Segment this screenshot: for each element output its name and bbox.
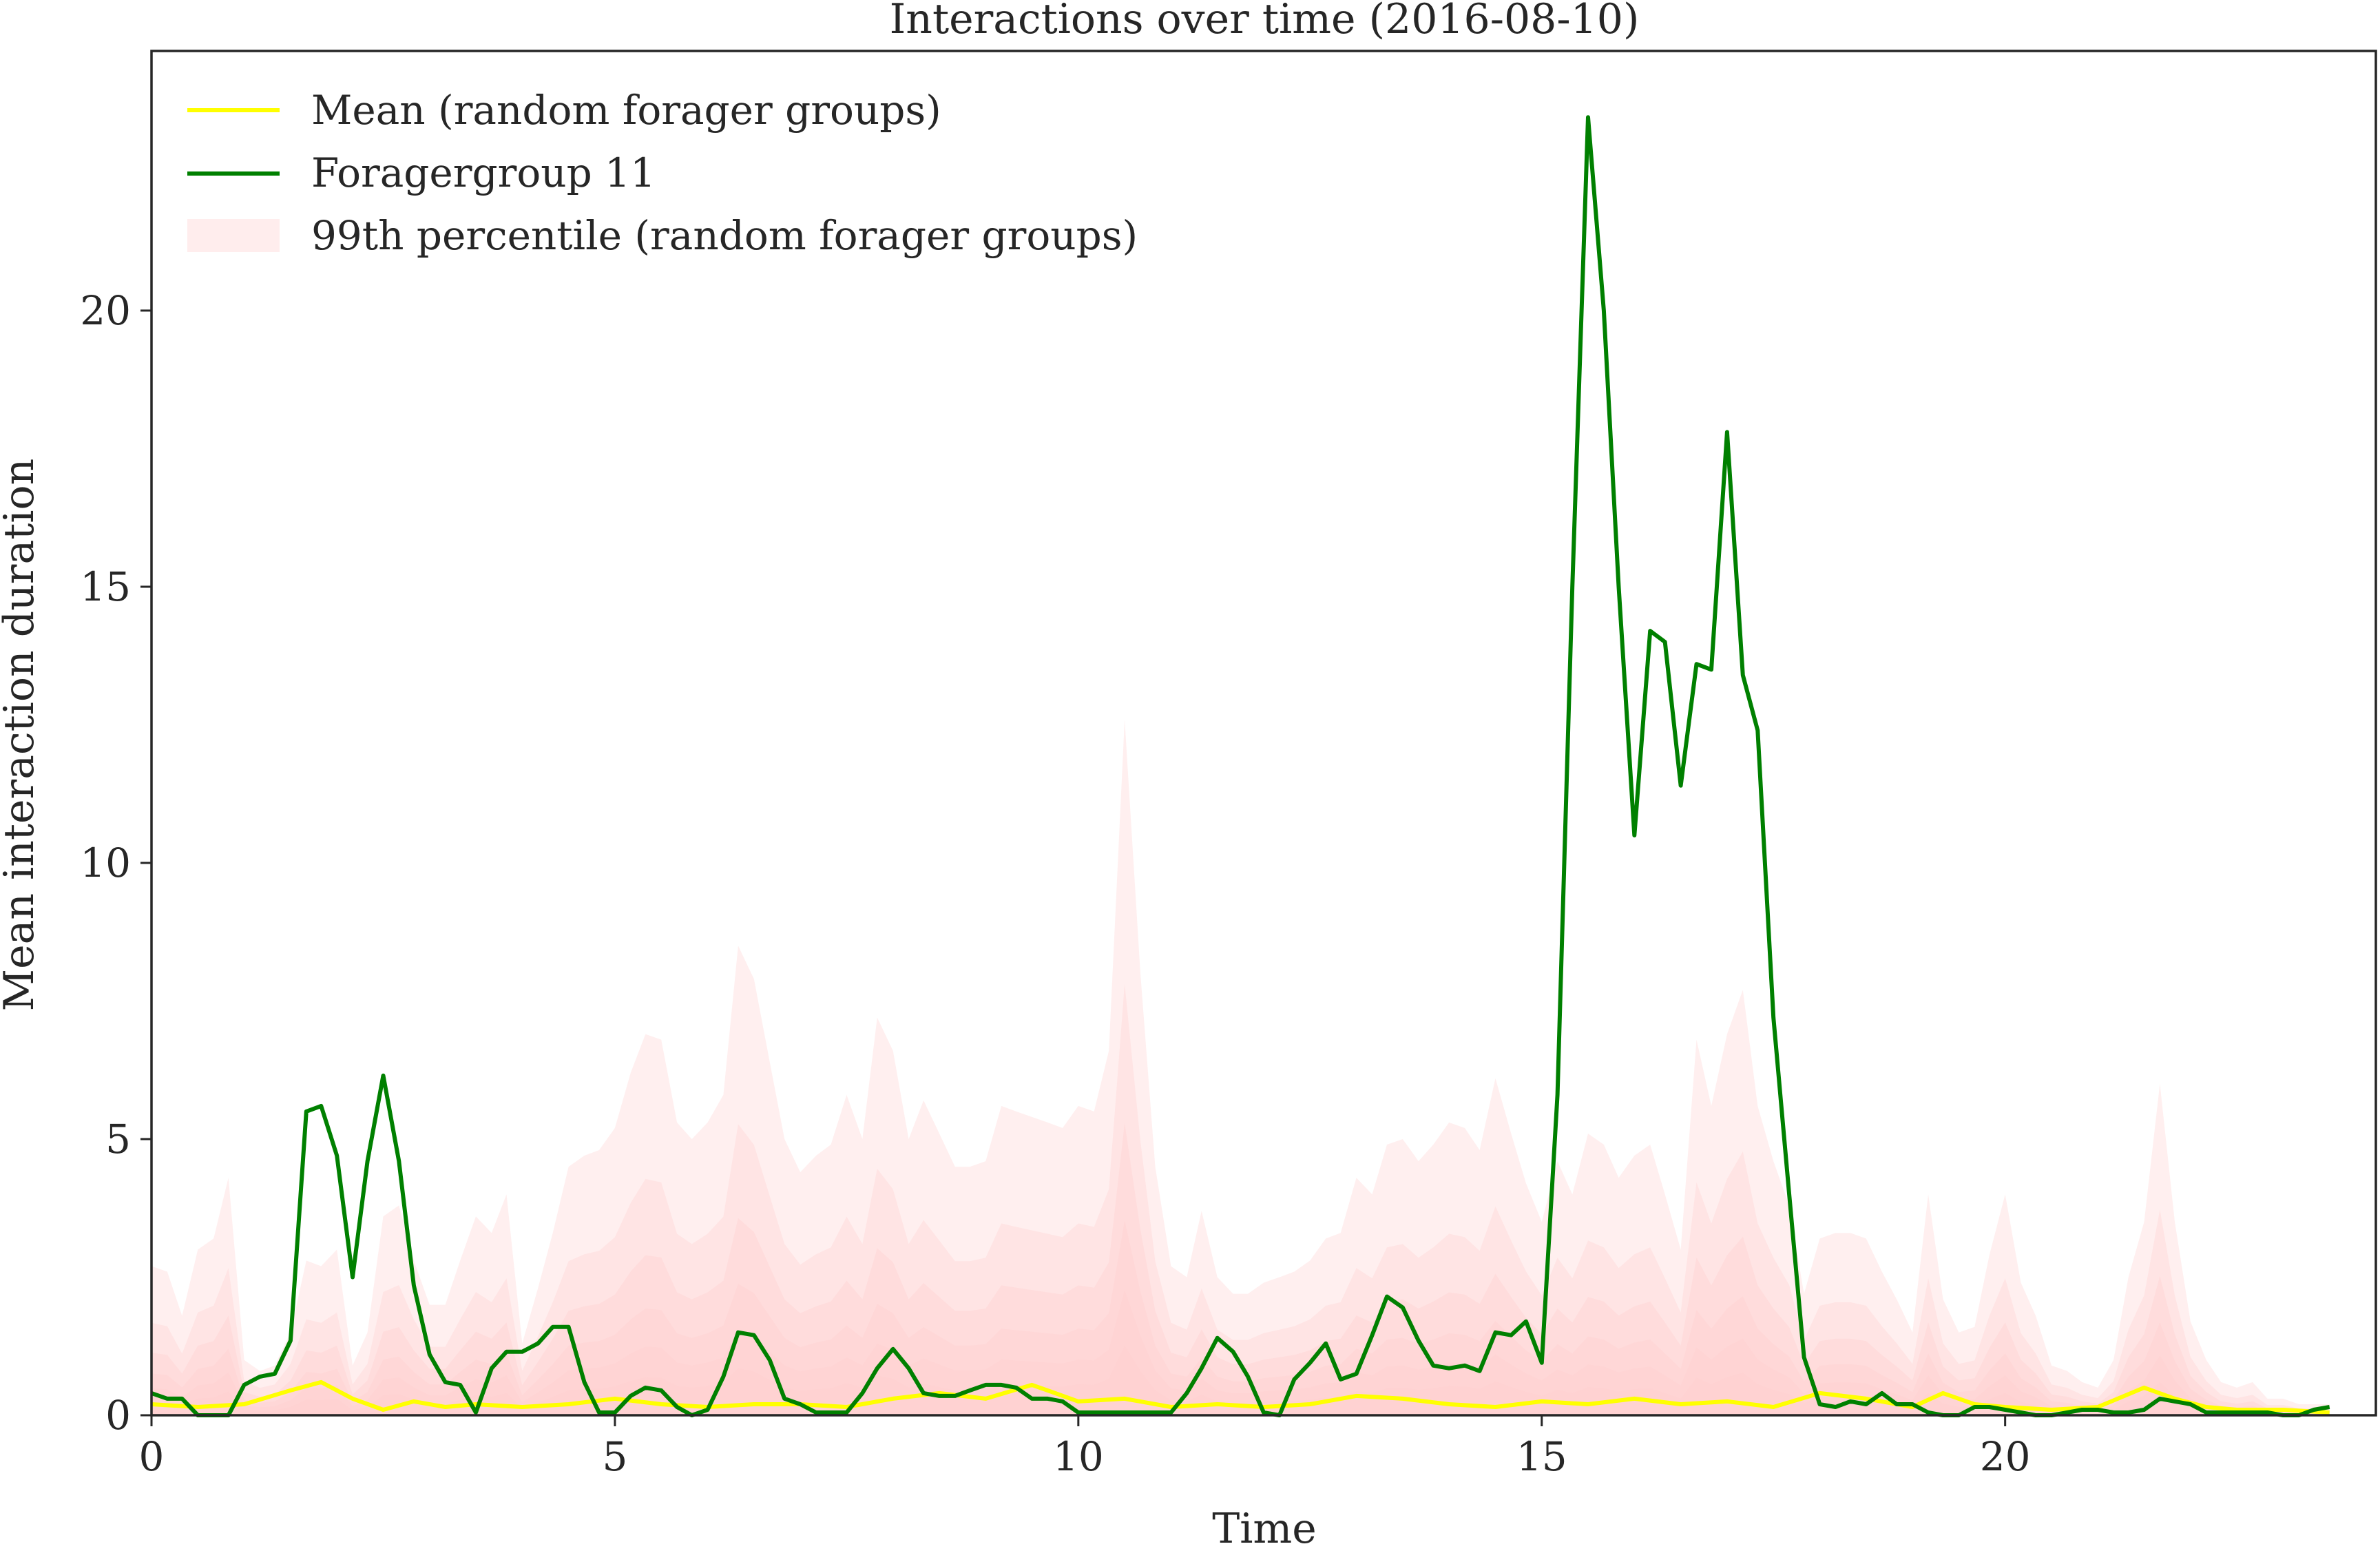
legend-swatch-percentile (187, 219, 280, 252)
x-tick-label-15: 15 (1516, 1433, 1567, 1480)
y-tick-label-5: 5 (105, 1116, 131, 1163)
x-tick-label-10: 10 (1053, 1433, 1104, 1480)
series-lines (151, 115, 2330, 1417)
x-axis-label: Time (1212, 1505, 1317, 1553)
percentile-band-layer-5 (152, 1345, 2330, 1415)
percentile-band-layer-1 (152, 983, 2330, 1415)
y-tick-label-20: 20 (80, 287, 131, 334)
percentile-bands (152, 719, 2330, 1415)
percentile-band-layer-4 (152, 1290, 2330, 1415)
y-axis-ticks: 0 5 10 15 20 (80, 287, 152, 1439)
x-tick-label-0: 0 (139, 1433, 165, 1480)
plot-frame (150, 50, 2377, 1417)
percentile-band-layer-2 (152, 1123, 2330, 1415)
y-axis-label: Mean interaction duration (0, 459, 43, 1012)
percentile-band-layer-3 (152, 1220, 2330, 1415)
x-axis-ticks: 0 5 10 15 20 (139, 1415, 2031, 1480)
y-tick-label-10: 10 (80, 840, 131, 886)
x-tick-label-5: 5 (602, 1433, 627, 1480)
legend-label-foragergroup: Foragergroup 11 (311, 149, 656, 196)
legend: Mean (random forager groups) Foragergrou… (187, 87, 1138, 259)
y-tick-label-15: 15 (80, 563, 131, 610)
x-tick-label-20: 20 (1980, 1433, 2031, 1480)
legend-label-mean: Mean (random forager groups) (311, 87, 941, 134)
percentile-band-layer-0 (152, 719, 2330, 1415)
series-line-foragergroup-11 (151, 115, 2330, 1417)
legend-label-percentile: 99th percentile (random forager groups) (311, 212, 1138, 259)
y-tick-label-0: 0 (105, 1392, 131, 1439)
chart-title: Interactions over time (2016-08-10) (890, 0, 1640, 43)
